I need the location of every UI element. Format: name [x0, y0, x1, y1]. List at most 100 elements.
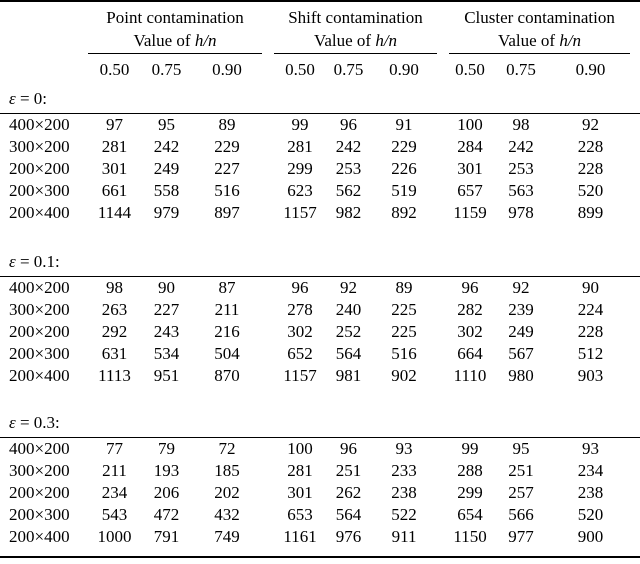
- subtitle-point: Value of h/n: [88, 28, 263, 54]
- table-cell: 981: [335, 366, 362, 385]
- table-cell: 951: [153, 366, 180, 385]
- table-row: 300×200 263 227 211 278 240 225 282 239 …: [0, 299, 640, 321]
- table-cell: 1000: [97, 527, 132, 546]
- table-cell: 278: [287, 300, 313, 319]
- table-cell: 98: [512, 115, 530, 134]
- table-cell: 512: [577, 344, 604, 363]
- group-gap: [262, 504, 274, 526]
- group-gap: [437, 158, 449, 180]
- table-cell: 226: [391, 159, 417, 178]
- table-cell: 899: [577, 203, 604, 222]
- table-cell: 90: [582, 278, 600, 297]
- edge-pad: [630, 158, 640, 180]
- row-label: 300×200: [9, 300, 70, 319]
- section-gap: [0, 387, 640, 409]
- table-cell: 92: [512, 278, 530, 297]
- group-gap: [262, 321, 274, 343]
- group-gap: [437, 54, 449, 86]
- math-hn: h/n: [194, 30, 217, 50]
- table-row: 200×400 1000 791 749 1161 976 911 1150 9…: [0, 526, 640, 548]
- table-cell: 98: [106, 278, 123, 297]
- group-header-row: Point contamination Shift contamination …: [0, 1, 640, 28]
- table-cell: 100: [457, 115, 483, 134]
- table-row: 200×400 1144 979 897 1157 982 892 1159 9…: [0, 202, 640, 224]
- table-cell: 242: [335, 137, 362, 156]
- table-cell: 249: [153, 159, 180, 178]
- table-cell: 224: [577, 300, 604, 319]
- group-gap: [262, 202, 274, 224]
- table-row: 200×200 301 249 227 299 253 226 301 253 …: [0, 158, 640, 180]
- row-label: 400×200: [9, 115, 70, 134]
- table-cell: 522: [391, 505, 417, 524]
- table-row: 200×300 631 534 504 652 564 516 664 567 …: [0, 343, 640, 365]
- group-gap: [262, 438, 274, 461]
- table-cell: 892: [391, 203, 417, 222]
- group-gap: [262, 526, 274, 548]
- group-gap: [437, 1, 449, 28]
- subtitle-text: Value of: [497, 30, 560, 50]
- table-row: 200×200 234 206 202 301 262 238 299 257 …: [0, 482, 640, 504]
- epsilon-symbol: ε: [9, 413, 16, 432]
- table-cell: 92: [582, 115, 600, 134]
- edge-pad: [630, 54, 640, 86]
- group-gap: [262, 136, 274, 158]
- col-header: 0.90: [575, 59, 606, 79]
- edge-pad: [630, 343, 640, 365]
- table-cell: 903: [577, 366, 604, 385]
- table-cell: 520: [577, 181, 604, 200]
- row-label: 200×300: [9, 505, 70, 524]
- table-cell: 72: [218, 439, 236, 458]
- group-gap: [262, 299, 274, 321]
- table-cell: 623: [287, 181, 313, 200]
- row-label: 300×200: [9, 461, 70, 480]
- section-label: ε = 0.1:: [0, 248, 640, 277]
- section-label-row: ε = 0.1:: [0, 248, 640, 277]
- table-cell: 982: [335, 203, 362, 222]
- table-cell: 193: [153, 461, 180, 480]
- edge-pad: [630, 136, 640, 158]
- table-cell: 516: [214, 181, 240, 200]
- table-cell: 288: [457, 461, 483, 480]
- table-cell: 563: [508, 181, 534, 200]
- table-cell: 562: [335, 181, 362, 200]
- group-gap: [437, 180, 449, 202]
- table-cell: 262: [335, 483, 362, 502]
- table-row: 200×400 1113 951 870 1157 981 902 1110 9…: [0, 365, 640, 387]
- table-cell: 229: [391, 137, 417, 156]
- edge-pad: [630, 526, 640, 548]
- group-gap: [262, 365, 274, 387]
- table-cell: 980: [508, 366, 534, 385]
- subtitle-text: Value of: [313, 30, 376, 50]
- table-cell: 211: [214, 300, 240, 319]
- section-label: ε = 0:: [0, 85, 640, 114]
- table-cell: 185: [214, 461, 240, 480]
- table-cell: 1144: [97, 203, 132, 222]
- table-cell: 749: [214, 527, 240, 546]
- table-cell: 900: [577, 527, 604, 546]
- edge-pad: [630, 1, 640, 28]
- table-cell: 432: [214, 505, 240, 524]
- group-gap: [262, 158, 274, 180]
- table-cell: 251: [508, 461, 534, 480]
- table-cell: 516: [391, 344, 417, 363]
- table-cell: 95: [512, 439, 530, 458]
- table-cell: 631: [101, 344, 128, 363]
- table-cell: 228: [577, 322, 604, 341]
- table-cell: 299: [287, 159, 313, 178]
- row-label: 200×400: [9, 527, 70, 546]
- bottom-pad: [0, 548, 640, 557]
- table-cell: 1161: [283, 527, 317, 546]
- table-cell: 1113: [98, 366, 131, 385]
- table-cell: 281: [287, 137, 313, 156]
- subtitle-row: Value of h/n Value of h/n Value of h/n: [0, 28, 640, 54]
- group-gap: [262, 1, 274, 28]
- table-cell: 253: [508, 159, 534, 178]
- table-cell: 206: [153, 483, 180, 502]
- table-cell: 240: [335, 300, 362, 319]
- table-cell: 89: [395, 278, 413, 297]
- group-gap: [437, 202, 449, 224]
- table-cell: 979: [153, 203, 180, 222]
- subtitle-shift: Value of h/n: [274, 28, 438, 54]
- row-label: 200×300: [9, 181, 70, 200]
